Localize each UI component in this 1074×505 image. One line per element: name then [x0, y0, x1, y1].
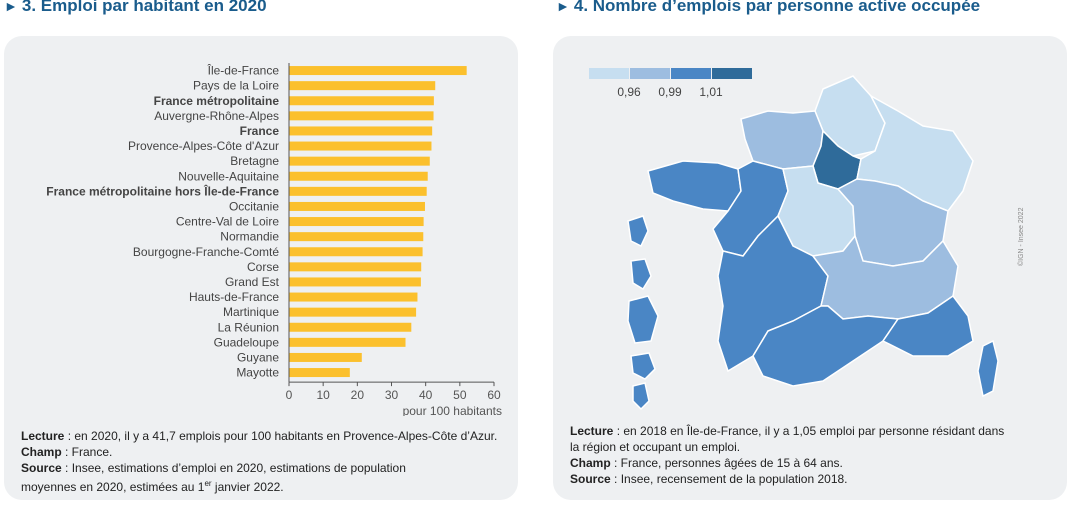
triangle-bullet-icon: ► — [4, 0, 18, 14]
x-tick-label: 20 — [351, 388, 365, 402]
category-label: Mayotte — [236, 366, 279, 380]
champ-text: : France, personnes âgées de 15 à 64 ans… — [610, 456, 843, 470]
category-label: Bourgogne-Franche-Comté — [133, 245, 279, 259]
champ-label: Champ — [21, 445, 62, 459]
category-label: Corse — [247, 260, 279, 274]
source-text-end: janvier 2022. — [211, 480, 284, 494]
bar — [289, 262, 422, 272]
bar — [289, 66, 467, 76]
triangle-bullet-icon: ► — [556, 0, 570, 14]
category-label: Grand Est — [225, 275, 280, 289]
region-guadeloupe — [627, 215, 649, 248]
source-sup: er — [204, 479, 212, 488]
left-title-text: 3. Emploi par habitant en 2020 — [21, 0, 267, 15]
x-tick-label: 0 — [286, 388, 293, 402]
region-la-reunion — [630, 352, 656, 380]
source-label: Source — [570, 472, 611, 486]
region-martinique — [630, 258, 652, 291]
category-label: Nouvelle-Aquitaine — [178, 169, 279, 183]
lecture-text: : en 2020, il y a 41,7 emplois pour 100 … — [64, 429, 498, 443]
category-label: Auvergne-Rhône-Alpes — [154, 109, 279, 123]
x-tick-label: 10 — [316, 388, 330, 402]
region-mayotte — [632, 382, 650, 411]
category-label: Hauts-de-France — [189, 290, 279, 304]
right-title-text: 4. Nombre d’emplois par personne active … — [573, 0, 981, 15]
bar — [289, 96, 434, 106]
bar — [289, 141, 432, 151]
champ-label: Champ — [570, 456, 611, 470]
bar — [289, 171, 428, 181]
category-label: Provence-Alpes-Côte d'Azur — [128, 139, 279, 153]
right-chart-title: ► 4. Nombre d’emplois par personne active… — [556, 0, 980, 16]
category-label: Bretagne — [230, 154, 279, 168]
map-credit: ©IGN - Insee 2022 — [1018, 207, 1025, 266]
bar — [289, 126, 433, 136]
source-label: Source — [21, 461, 62, 475]
france-map — [627, 75, 999, 411]
x-tick-label: 50 — [453, 388, 467, 402]
bar — [289, 292, 418, 302]
source-text-cont: moyennes en 2020, estimées au 1 — [21, 480, 205, 494]
legend-swatch — [589, 68, 629, 79]
category-label: La Réunion — [218, 320, 279, 334]
champ-text: : France. — [61, 445, 113, 459]
region-bretagne — [647, 160, 742, 212]
bar — [289, 81, 436, 91]
source-text: : Insee, recensement de la population 20… — [610, 472, 848, 486]
bar-chart-panel: Île-de-France Pays de la Loire France métr… — [4, 36, 518, 500]
source-text: : Insee, estimations d’emploi en 2020, e… — [61, 461, 406, 475]
lecture-text-cont: la région et occupant un emploi. — [570, 440, 741, 454]
category-label: Occitanie — [229, 199, 279, 213]
region-corse — [977, 339, 999, 398]
category-label: France métropolitaine — [154, 94, 280, 108]
legend-threshold-label: 0,99 — [658, 85, 682, 99]
x-tick-label: 40 — [419, 388, 433, 402]
bar — [289, 156, 430, 166]
lecture-label: Lecture — [570, 424, 614, 438]
category-label: Île-de-France — [207, 63, 280, 78]
category-label: Centre-Val de Loire — [176, 215, 279, 229]
category-label: France — [240, 124, 280, 138]
bar — [289, 217, 424, 227]
legend-threshold-label: 0,96 — [617, 85, 641, 99]
bar — [289, 277, 421, 287]
lecture-label: Lecture — [21, 429, 65, 443]
category-label: Guadeloupe — [214, 335, 280, 349]
region-paca — [881, 294, 974, 357]
bar — [289, 352, 362, 362]
category-label: Martinique — [223, 305, 279, 319]
legend-swatch — [712, 68, 752, 79]
category-label: France métropolitaine hors Île-de-France — [46, 183, 279, 198]
left-chart-title: ► 3. Emploi par habitant en 2020 — [4, 0, 267, 16]
bar — [289, 368, 350, 378]
category-label: Pays de la Loire — [193, 79, 279, 93]
legend-threshold-label: 1,01 — [699, 85, 723, 99]
bar — [289, 247, 423, 257]
bar — [289, 201, 425, 211]
map-legend: 0,96 0,99 1,01 — [589, 68, 752, 99]
region-guyane — [627, 295, 659, 344]
bar — [289, 322, 412, 332]
bar — [289, 307, 417, 317]
bar — [289, 232, 424, 242]
x-tick-label: 60 — [487, 388, 501, 402]
category-label: Guyane — [237, 350, 279, 364]
x-tick-label: 30 — [385, 388, 399, 402]
lecture-text: : en 2018 en Île-de-France, il y a 1,05 … — [613, 424, 1005, 438]
map-panel: 0,96 0,99 1,01 ©IGN - Insee 2022 Lecture :… — [553, 36, 1067, 500]
bar — [289, 111, 434, 121]
legend-swatch — [671, 68, 711, 79]
region-occitanie — [752, 305, 900, 387]
bar — [289, 337, 406, 347]
left-notes: Lecture : en 2020, il y a 41,7 emplois p… — [21, 428, 511, 495]
region-normandie — [740, 110, 824, 170]
category-label: Normandie — [220, 230, 279, 244]
bar — [289, 186, 427, 196]
x-axis-label: pour 100 habitants — [403, 404, 502, 416]
legend-swatch — [630, 68, 670, 79]
right-notes: Lecture : en 2018 en Île-de-France, il y… — [570, 423, 1060, 487]
